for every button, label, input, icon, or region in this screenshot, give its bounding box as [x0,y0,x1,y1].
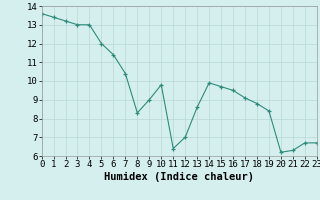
X-axis label: Humidex (Indice chaleur): Humidex (Indice chaleur) [104,172,254,182]
